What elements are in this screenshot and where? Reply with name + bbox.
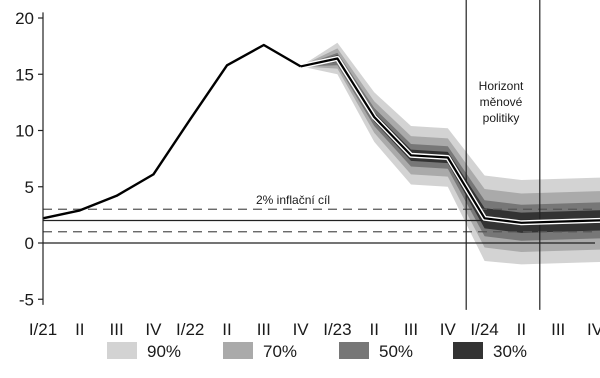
x-tick-label: I/23 bbox=[323, 320, 351, 339]
horizon-label-line-1: Horizont bbox=[479, 79, 524, 93]
x-tick-label: I/24 bbox=[470, 320, 498, 339]
y-tick-label: 10 bbox=[15, 122, 34, 141]
legend-swatch-30pct bbox=[453, 342, 483, 359]
y-tick-label: 5 bbox=[25, 178, 34, 197]
band-30pct bbox=[300, 55, 600, 233]
x-tick-label: II bbox=[75, 320, 84, 339]
target-label: 2% inflační cíl bbox=[256, 193, 330, 207]
x-tick-label: III bbox=[257, 320, 271, 339]
x-tick-label: III bbox=[551, 320, 565, 339]
legend-swatch-90pct bbox=[107, 342, 137, 359]
y-tick-label: 0 bbox=[25, 234, 34, 253]
legend-label-30pct: 30% bbox=[493, 342, 527, 361]
x-tick-label: IV bbox=[293, 320, 310, 339]
legend-label-50pct: 50% bbox=[379, 342, 413, 361]
horizon-label: Horizont měnové politiky bbox=[479, 79, 524, 125]
x-tick-label: II bbox=[517, 320, 526, 339]
x-tick-label: I/21 bbox=[29, 320, 57, 339]
x-tick-label: III bbox=[110, 320, 124, 339]
x-tick-label: I/22 bbox=[176, 320, 204, 339]
x-tick-label: II bbox=[222, 320, 231, 339]
x-tick-label: III bbox=[404, 320, 418, 339]
legend-swatch-70pct bbox=[223, 342, 253, 359]
x-tick-label: IV bbox=[145, 320, 162, 339]
legend-swatch-50pct bbox=[339, 342, 369, 359]
legend-label-70pct: 70% bbox=[263, 342, 297, 361]
forecast-line bbox=[300, 57, 600, 224]
horizon-label-line-2: měnové bbox=[480, 95, 523, 109]
x-tick-label: II bbox=[369, 320, 378, 339]
horizon-label-line-3: politiky bbox=[483, 111, 520, 125]
actual-line bbox=[42, 43, 302, 220]
y-tick-label: 20 bbox=[15, 9, 34, 28]
legend-label-90pct: 90% bbox=[147, 342, 181, 361]
series-lines bbox=[42, 43, 600, 226]
y-tick-label: -5 bbox=[19, 290, 34, 309]
x-tick-label: IV bbox=[440, 320, 457, 339]
y-tick-label: 15 bbox=[15, 65, 34, 84]
legend: 90% 70% 50% 30% bbox=[107, 342, 527, 361]
x-tick-label: IV bbox=[587, 320, 600, 339]
